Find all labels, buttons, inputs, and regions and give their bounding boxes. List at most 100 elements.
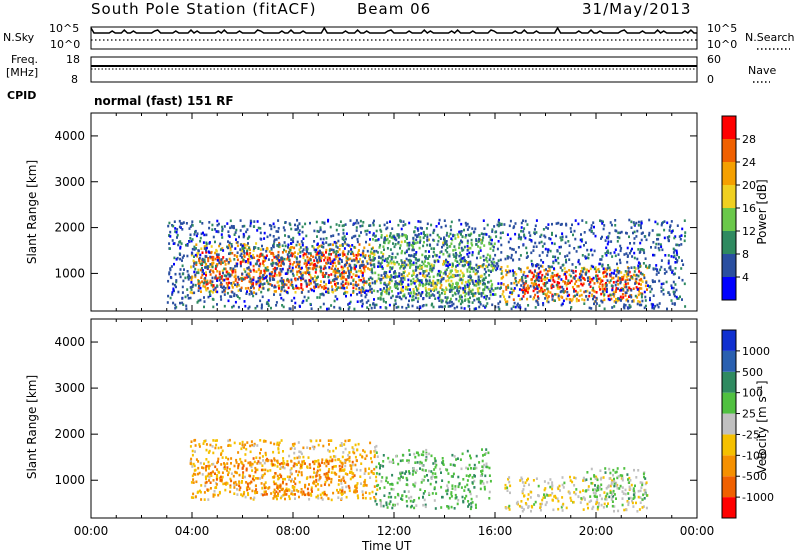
data-cell bbox=[541, 273, 544, 277]
data-cell bbox=[352, 223, 355, 226]
data-cell bbox=[272, 480, 275, 484]
data-cell bbox=[551, 284, 554, 288]
data-cell bbox=[639, 224, 642, 227]
data-cell bbox=[422, 469, 425, 472]
data-cell bbox=[350, 275, 353, 279]
data-cell bbox=[618, 236, 621, 240]
data-cell bbox=[639, 262, 641, 265]
data-cell bbox=[484, 285, 487, 289]
data-cell bbox=[299, 463, 302, 467]
data-cell bbox=[436, 281, 439, 285]
data-cell bbox=[460, 232, 462, 236]
data-cell bbox=[462, 274, 465, 277]
data-cell bbox=[430, 263, 433, 267]
data-cell bbox=[211, 276, 214, 280]
data-cell bbox=[386, 287, 389, 291]
data-cell bbox=[273, 476, 275, 479]
data-cell bbox=[666, 221, 669, 225]
beam-label: Beam 06 bbox=[357, 0, 432, 18]
data-cell bbox=[478, 266, 481, 269]
data-cell bbox=[509, 237, 512, 241]
data-cell bbox=[632, 273, 635, 277]
data-cell bbox=[420, 481, 423, 484]
data-cell bbox=[504, 300, 507, 304]
data-cell bbox=[435, 225, 438, 228]
data-cell bbox=[639, 265, 642, 268]
data-cell bbox=[354, 221, 357, 225]
data-cell bbox=[259, 237, 262, 241]
data-cell bbox=[396, 295, 399, 298]
data-cell bbox=[227, 230, 230, 233]
data-cell bbox=[415, 279, 418, 282]
data-cell bbox=[443, 305, 446, 308]
data-cell bbox=[337, 496, 340, 499]
data-cell bbox=[493, 261, 496, 264]
data-cell bbox=[464, 294, 467, 298]
data-cell bbox=[306, 493, 309, 496]
data-cell bbox=[233, 233, 236, 236]
data-cell bbox=[506, 300, 509, 303]
data-cell bbox=[376, 238, 379, 242]
data-cell bbox=[520, 270, 523, 274]
data-cell bbox=[468, 503, 471, 506]
data-cell bbox=[676, 224, 679, 227]
data-cell bbox=[605, 284, 608, 288]
data-cell bbox=[615, 288, 618, 292]
data-cell bbox=[333, 258, 336, 261]
data-cell bbox=[291, 263, 294, 266]
data-cell bbox=[537, 297, 540, 300]
data-cell bbox=[679, 295, 681, 299]
data-cell bbox=[418, 264, 421, 267]
data-cell bbox=[482, 281, 485, 285]
data-cell bbox=[668, 293, 671, 296]
data-cell bbox=[444, 272, 447, 276]
data-cell bbox=[381, 476, 384, 479]
data-cell bbox=[402, 476, 404, 479]
data-cell bbox=[584, 290, 587, 293]
data-cell bbox=[287, 243, 290, 247]
data-cell bbox=[447, 254, 450, 258]
data-cell bbox=[323, 258, 326, 262]
data-cell bbox=[386, 506, 389, 509]
data-cell bbox=[226, 291, 229, 295]
data-cell bbox=[290, 492, 293, 496]
data-cell bbox=[485, 258, 487, 262]
data-cell bbox=[557, 275, 560, 279]
data-cell bbox=[277, 245, 280, 248]
data-cell bbox=[236, 264, 238, 268]
data-cell bbox=[587, 279, 589, 282]
data-cell bbox=[280, 264, 282, 267]
data-cell bbox=[363, 267, 366, 271]
data-cell bbox=[514, 250, 517, 254]
data-cell bbox=[341, 244, 344, 247]
data-cell bbox=[636, 302, 639, 306]
data-cell bbox=[233, 441, 236, 445]
data-cell bbox=[623, 253, 626, 256]
data-cell bbox=[391, 235, 394, 239]
data-cell bbox=[588, 294, 591, 298]
data-cell bbox=[208, 221, 211, 224]
data-cell bbox=[456, 305, 459, 309]
data-cell bbox=[348, 264, 351, 268]
data-cell bbox=[273, 256, 276, 259]
data-cell bbox=[260, 448, 262, 451]
data-cell bbox=[414, 226, 417, 229]
data-cell bbox=[473, 479, 476, 483]
data-cell bbox=[320, 484, 323, 487]
data-cell bbox=[523, 227, 526, 230]
data-cell bbox=[660, 290, 663, 293]
data-cell bbox=[574, 270, 577, 273]
data-cell bbox=[325, 271, 328, 275]
data-cell bbox=[564, 272, 567, 276]
data-cell bbox=[267, 258, 270, 261]
data-cell bbox=[306, 255, 309, 259]
data-cell bbox=[581, 276, 584, 280]
data-cell bbox=[434, 297, 437, 300]
data-cell bbox=[268, 486, 271, 489]
data-cell bbox=[212, 298, 215, 301]
data-cell bbox=[219, 262, 222, 266]
data-cell bbox=[282, 285, 285, 289]
data-cell bbox=[235, 238, 237, 241]
data-cell bbox=[252, 282, 255, 285]
data-cell bbox=[210, 245, 213, 248]
